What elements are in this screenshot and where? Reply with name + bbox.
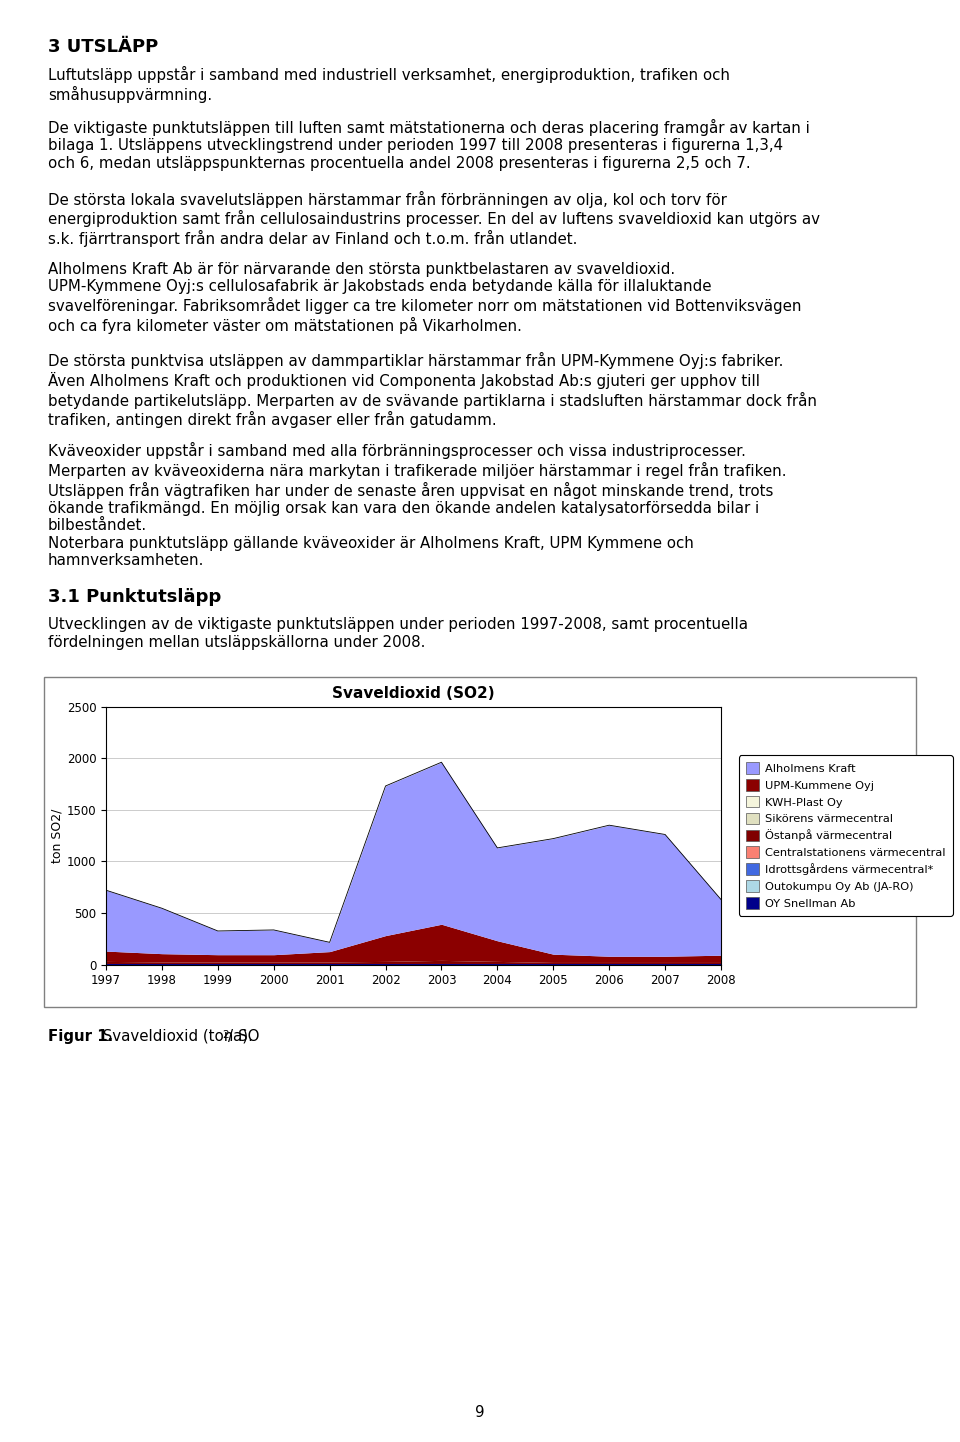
Text: 3 UTSLÄPP: 3 UTSLÄPP (48, 37, 158, 56)
Text: Alholmens Kraft Ab är för närvarande den största punktbelastaren av svaveldioxid: Alholmens Kraft Ab är för närvarande den… (48, 262, 802, 335)
Legend: Alholmens Kraft, UPM-Kummene Oyj, KWH-Plast Oy, Sikörens värmecentral, Östanpå v: Alholmens Kraft, UPM-Kummene Oyj, KWH-Pl… (739, 756, 952, 916)
Text: Kväveoxider uppstår i samband med alla förbränningsprocesser och vissa industrip: Kväveoxider uppstår i samband med alla f… (48, 443, 786, 568)
Text: /a).: /a). (228, 1028, 252, 1044)
Text: De största punktvisa utsläppen av dammpartiklar härstammar från UPM-Kymmene Oyj:: De största punktvisa utsläppen av dammpa… (48, 352, 817, 428)
Text: Luftutsläpp uppstår i samband med industriell verksamhet, energiproduktion, traf: Luftutsläpp uppstår i samband med indust… (48, 66, 730, 102)
Text: Svaveldioxid (ton SO: Svaveldioxid (ton SO (98, 1028, 259, 1044)
Text: 3.1 Punktutsläpp: 3.1 Punktutsläpp (48, 587, 221, 606)
Text: De största lokala svavelutsläppen härstammar från förbränningen av olja, kol och: De största lokala svavelutsläppen härsta… (48, 190, 820, 247)
Text: Figur 1.: Figur 1. (48, 1028, 113, 1044)
Text: De viktigaste punktutsläppen till luften samt mätstationerna och deras placering: De viktigaste punktutsläppen till luften… (48, 120, 810, 170)
Text: 9: 9 (475, 1405, 485, 1420)
Y-axis label: ton SO2/: ton SO2/ (51, 809, 64, 862)
Title: Svaveldioxid (SO2): Svaveldioxid (SO2) (332, 686, 494, 701)
Text: Utvecklingen av de viktigaste punktutsläppen under perioden 1997-2008, samt proc: Utvecklingen av de viktigaste punktutslä… (48, 617, 748, 650)
Bar (44, 676, 916, 1007)
Text: 2: 2 (222, 1031, 228, 1041)
